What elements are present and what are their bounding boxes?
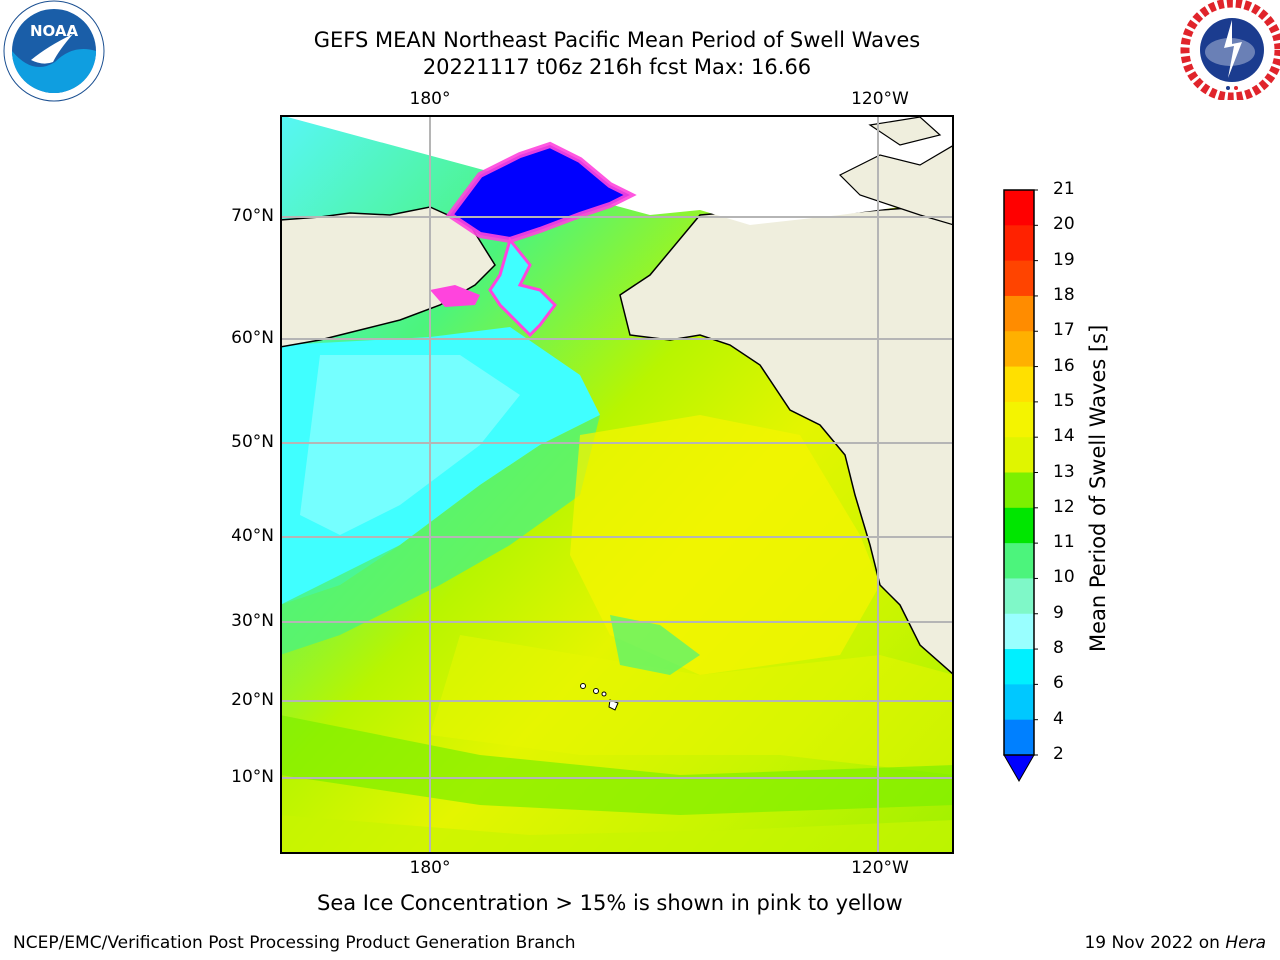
colorbar-under-triangle bbox=[1003, 754, 1035, 783]
colorbar-segment bbox=[1004, 613, 1034, 650]
colorbar-svg bbox=[1003, 189, 1039, 783]
lat-label-60n: 60°N bbox=[231, 328, 274, 348]
colorbar-segment bbox=[1004, 225, 1034, 262]
colorbar-tick-label: 19 bbox=[1053, 249, 1075, 270]
colorbar-tick-label: 21 bbox=[1053, 179, 1075, 199]
bering-ice bbox=[488, 236, 557, 338]
map-title: GEFS MEAN Northeast Pacific Mean Period … bbox=[313, 28, 921, 52]
colorbar-segment bbox=[1004, 543, 1034, 579]
colorbar-segment bbox=[1004, 649, 1034, 685]
ice-patch-west bbox=[430, 285, 480, 307]
footer-date-text: 19 Nov 2022 on bbox=[1084, 933, 1226, 953]
lat-label-10n: 10°N bbox=[231, 767, 274, 787]
colorbar-segment bbox=[1004, 366, 1034, 403]
colorbar-label: Mean Period of Swell Waves [s] bbox=[1086, 324, 1110, 652]
lat-label-50n: 50°N bbox=[231, 432, 274, 452]
colorbar bbox=[1000, 186, 1039, 786]
lon-label-180-top: 180° bbox=[409, 89, 451, 109]
colorbar-tick-label: 8 bbox=[1053, 638, 1064, 659]
colorbar-tick-label: 16 bbox=[1053, 355, 1075, 376]
colorbar-tick-label: 11 bbox=[1053, 532, 1075, 553]
footer-machine: Hera bbox=[1225, 933, 1266, 953]
lat-label-20n: 20°N bbox=[231, 690, 274, 710]
footer-date: 19 Nov 2022 on Hera bbox=[1084, 933, 1266, 953]
noaa-logo-text: NOAA bbox=[30, 22, 79, 40]
colorbar-tick-label: 6 bbox=[1053, 673, 1064, 694]
gridlines bbox=[280, 115, 954, 854]
colorbar-tick-label: 9 bbox=[1053, 602, 1064, 623]
colorbar-segment bbox=[1004, 578, 1034, 615]
light-cyan-region bbox=[300, 355, 520, 535]
colorbar-tick-label: 13 bbox=[1053, 461, 1075, 482]
map-panel bbox=[279, 115, 955, 854]
colorbar-tick-label: 2 bbox=[1053, 744, 1064, 764]
colorbar-tick-label: 17 bbox=[1053, 320, 1075, 341]
lat-label-40n: 40°N bbox=[231, 526, 274, 546]
colorbar-segment bbox=[1004, 719, 1034, 756]
colorbar-segment bbox=[1004, 437, 1034, 473]
land-arctic-island-2 bbox=[868, 116, 942, 146]
hawaii-islands bbox=[580, 683, 619, 711]
footer-credit: NCEP/EMC/Verification Post Processing Pr… bbox=[13, 933, 576, 953]
colorbar-tick-label: 12 bbox=[1053, 496, 1075, 517]
lon-label-120w-bottom: 120°W bbox=[851, 858, 909, 878]
green-band bbox=[280, 415, 600, 655]
colorbar-tick-label: 20 bbox=[1053, 214, 1075, 235]
land-arctic-coast bbox=[280, 115, 954, 225]
colorbar-segment bbox=[1004, 331, 1034, 368]
colorbar-segment bbox=[1004, 507, 1034, 544]
colorbar-segment bbox=[1004, 295, 1034, 332]
colorbar-tick-label: 15 bbox=[1053, 390, 1075, 411]
colorbar-segment bbox=[1004, 190, 1034, 226]
colorbar-segment bbox=[1004, 684, 1034, 721]
lat-label-70n: 70°N bbox=[231, 206, 274, 226]
map-svg bbox=[279, 115, 955, 854]
hawaii-green bbox=[610, 615, 700, 675]
colorbar-segment bbox=[1004, 472, 1034, 509]
colorbar-tick-label: 10 bbox=[1053, 567, 1075, 588]
map-frame bbox=[280, 115, 954, 854]
sea-ice-note: Sea Ice Concentration > 15% is shown in … bbox=[317, 891, 903, 915]
lon-label-180-bottom: 180° bbox=[409, 858, 451, 878]
nws-logo bbox=[1180, 0, 1280, 102]
tropical-band-2 bbox=[280, 815, 954, 854]
noaa-logo: NOAA bbox=[3, 0, 105, 102]
colorbar-tick-label: 14 bbox=[1053, 426, 1075, 447]
colorbar-tick-label: 4 bbox=[1053, 708, 1064, 729]
lat-label-30n: 30°N bbox=[231, 611, 274, 631]
yellow-lower bbox=[430, 635, 954, 775]
lon-label-120w-top: 120°W bbox=[851, 89, 909, 109]
yellow-core bbox=[570, 415, 880, 675]
colorbar-segment bbox=[1004, 401, 1034, 438]
colorbar-segment bbox=[1004, 260, 1034, 297]
map-subtitle: 20221117 t06z 216h fcst Max: 16.66 bbox=[422, 55, 812, 79]
colorbar-tick-label: 18 bbox=[1053, 284, 1075, 305]
tropical-band-1 bbox=[280, 715, 954, 815]
